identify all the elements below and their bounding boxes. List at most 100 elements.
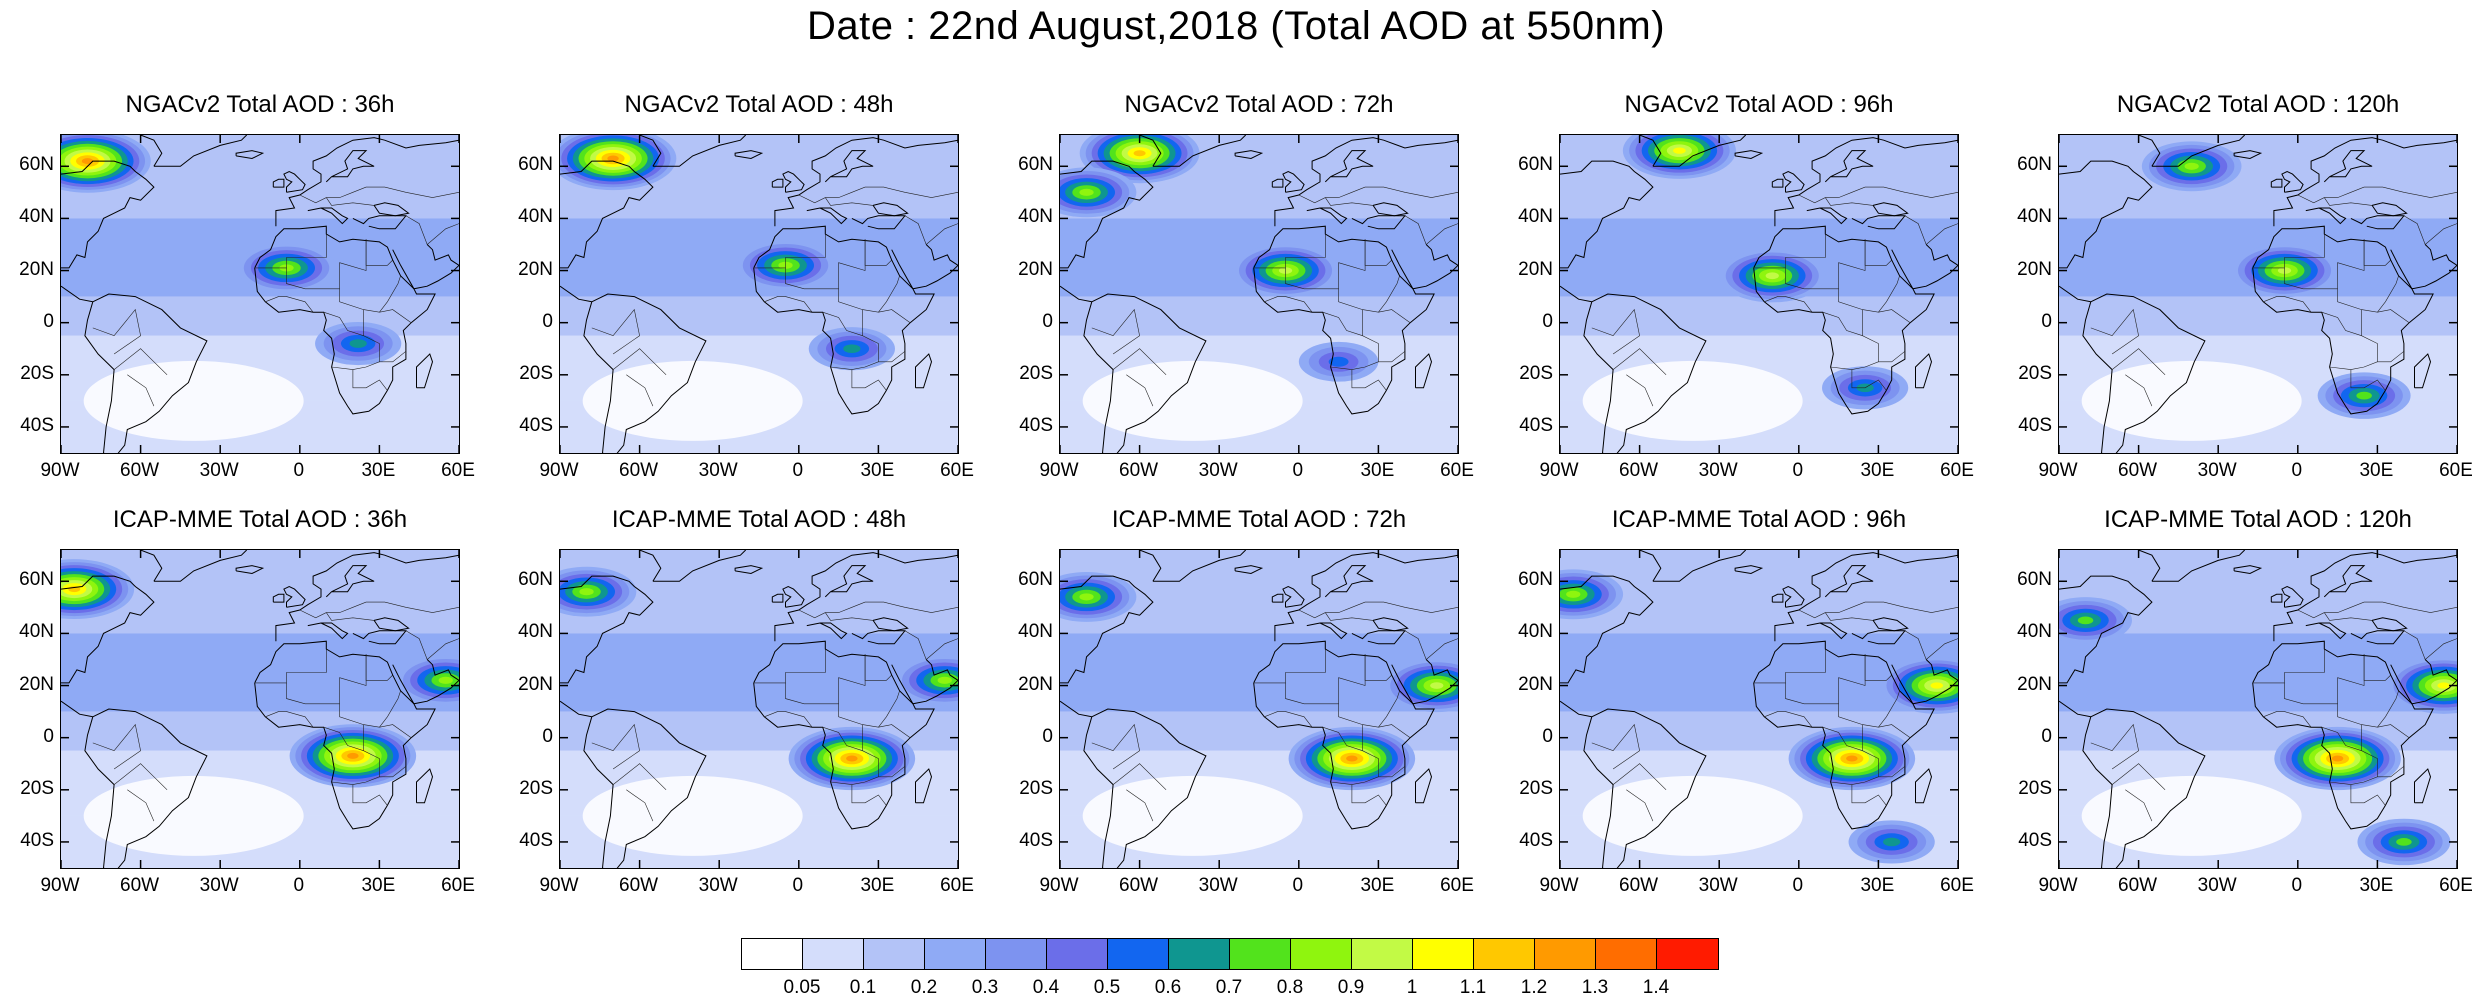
coastline xyxy=(824,150,874,183)
colorbar-tick-label: 0.2 xyxy=(910,977,938,998)
country-border xyxy=(764,711,813,728)
coastline xyxy=(2138,550,2161,582)
latitude-label: 20N xyxy=(1518,673,1553,695)
country-border xyxy=(2350,784,2386,806)
country-border xyxy=(2425,223,2457,245)
coastline xyxy=(307,622,349,640)
coastline xyxy=(1583,708,1707,868)
longitude-label: 30E xyxy=(860,460,895,481)
longitude-label: 30W xyxy=(1698,875,1738,896)
country-border xyxy=(2297,186,2457,204)
aod-map-panel xyxy=(2058,134,2458,454)
latitude-label: 40S xyxy=(519,414,553,436)
country-border xyxy=(1591,308,1640,355)
country-border xyxy=(1322,726,1363,751)
coastline xyxy=(1824,565,1874,598)
longitude-label: 90W xyxy=(539,875,579,896)
country-border xyxy=(1126,789,1154,822)
aod-plume-contour xyxy=(2331,755,2344,762)
coastline xyxy=(283,585,306,608)
longitude-label: 60W xyxy=(1619,875,1659,896)
aod-map-panel xyxy=(1559,549,1959,869)
aod-plume-contour xyxy=(2184,162,2199,170)
coastline xyxy=(2138,135,2161,167)
coastline xyxy=(2233,565,2263,575)
latitude-label: 20N xyxy=(19,258,54,280)
country-border xyxy=(1822,311,1863,336)
coastline xyxy=(392,659,459,705)
colorbar-tick-label: 0.9 xyxy=(1337,977,1365,998)
country-border xyxy=(1878,724,1911,738)
coastline xyxy=(1652,135,1747,167)
country-border xyxy=(1264,296,1313,313)
country-border xyxy=(1378,724,1411,738)
longitude-label: 90W xyxy=(2038,875,2078,896)
coastline xyxy=(1274,137,1458,227)
latitude-label: 20S xyxy=(1019,777,1053,799)
latitude-label: 20S xyxy=(2018,362,2052,384)
longitude-label: 0 xyxy=(293,875,305,896)
longitude-label: 30E xyxy=(2359,875,2394,896)
longitude-label: 90W xyxy=(2038,460,2078,481)
country-border xyxy=(1351,784,1387,806)
latitude-label: 20S xyxy=(1519,777,1553,799)
coastline xyxy=(1152,135,1247,167)
colorbar-swatch xyxy=(864,939,925,969)
longitude-label: 90W xyxy=(539,460,579,481)
aod-field-svg xyxy=(1060,135,1458,453)
country-border xyxy=(92,308,141,355)
latitude-label: 60N xyxy=(19,154,54,176)
coastline xyxy=(2371,202,2408,217)
country-border xyxy=(2403,630,2426,660)
country-border xyxy=(1426,223,1458,245)
longitude-label: 60E xyxy=(441,460,475,481)
coastline xyxy=(2270,178,2283,188)
panel-title: NGACv2 Total AOD : 72h xyxy=(1124,91,1394,118)
country-border xyxy=(825,197,874,206)
aod-plume-contour xyxy=(843,344,861,354)
latitude-label: 40S xyxy=(1019,829,1053,851)
country-border xyxy=(299,186,459,204)
latitude-label: 20S xyxy=(519,362,553,384)
latitude-label: 60N xyxy=(1018,569,1053,591)
longitude-label: 90W xyxy=(1539,875,1579,896)
longitude-label: 60W xyxy=(2118,875,2158,896)
aod-map-panel xyxy=(60,549,460,869)
coastline xyxy=(373,202,410,217)
latitude-label: 0 xyxy=(1042,725,1053,747)
coastline xyxy=(275,552,459,642)
country-border xyxy=(926,223,958,245)
coastline xyxy=(2371,617,2408,632)
country-border xyxy=(591,723,640,770)
country-border xyxy=(2363,654,2391,681)
aod-plume-contour xyxy=(349,339,367,348)
coastline xyxy=(140,550,163,582)
coastline xyxy=(1774,137,1958,227)
aod-colorbar xyxy=(741,938,1719,970)
coastline xyxy=(1560,160,1654,269)
colorbar-swatch xyxy=(1535,939,1596,969)
longitude-label: 90W xyxy=(1539,460,1579,481)
colorbar-swatch xyxy=(1108,939,1169,969)
country-border xyxy=(323,726,364,751)
latitude-label: 0 xyxy=(1042,310,1053,332)
country-border xyxy=(2329,724,2378,785)
latitude-label: 60N xyxy=(518,569,553,591)
coastline xyxy=(1560,285,1592,303)
latitude-label: 20N xyxy=(1018,258,1053,280)
aod-plume-contour xyxy=(1883,837,1901,847)
country-border xyxy=(286,654,367,705)
latitude-label: 20N xyxy=(1018,673,1053,695)
country-border xyxy=(1285,239,1366,290)
coastline xyxy=(1083,293,1207,453)
coastline xyxy=(2082,708,2206,868)
colorbar-tick-label: 0.1 xyxy=(849,977,877,998)
country-border xyxy=(1626,789,1654,822)
country-border xyxy=(1325,612,1374,621)
aod-plume-contour xyxy=(1079,593,1094,601)
country-border xyxy=(864,654,892,681)
longitude-label: 60E xyxy=(2439,460,2472,481)
longitude-label: 60W xyxy=(2118,460,2158,481)
country-border xyxy=(2377,724,2410,738)
country-border xyxy=(2284,654,2365,705)
